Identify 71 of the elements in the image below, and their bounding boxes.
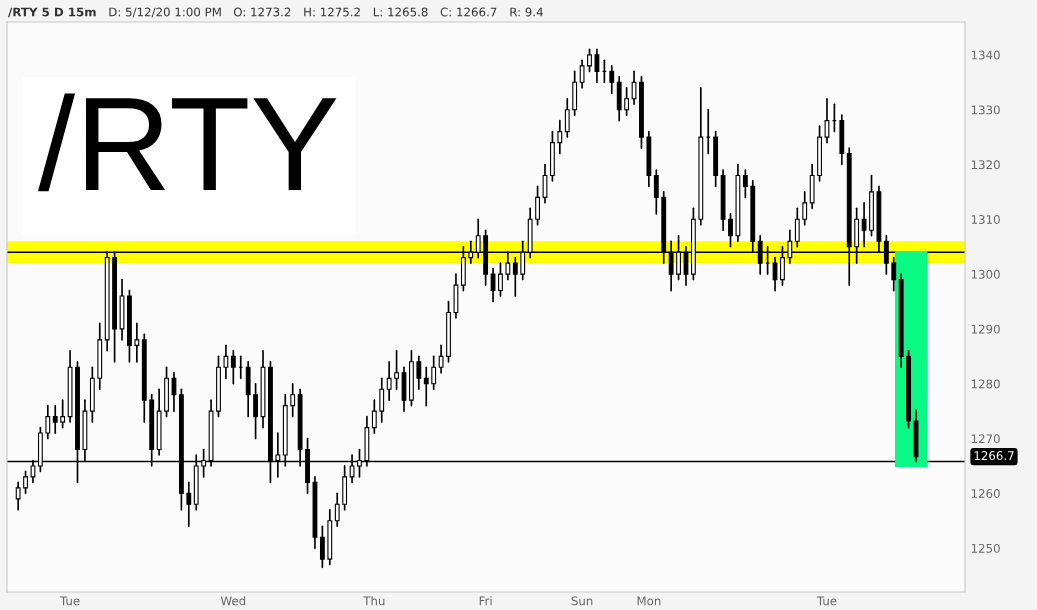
text: H: 1275.2: [304, 7, 360, 17]
candlestick: [512, 256, 518, 297]
y-tick-label: 1310: [971, 215, 1000, 224]
candlestick: [861, 202, 867, 248]
y-tick-label: 1260: [971, 489, 1000, 498]
y-tick-label: 1300: [971, 269, 1000, 279]
x-tick-label: Tue: [816, 596, 837, 606]
x-tick-label: Sun: [571, 596, 593, 606]
candlestick: [223, 344, 229, 380]
candlestick: [728, 212, 733, 248]
candlestick: [542, 163, 548, 204]
y-tick-label: 1280: [971, 379, 1000, 389]
candlestick: [134, 322, 140, 363]
x-tick-label: Mon: [637, 596, 661, 606]
candlestick: [609, 65, 615, 95]
candlestick: [431, 355, 437, 391]
candlestick: [438, 344, 444, 374]
candlestick: [379, 377, 385, 423]
candlestick: [334, 492, 340, 528]
candlestick: [802, 191, 808, 226]
candlestick: [594, 48, 600, 84]
x-tick-label: Tue: [59, 596, 80, 606]
candlestick: [579, 59, 585, 89]
chart-title: /RTY: [38, 93, 337, 192]
candlestick: [772, 256, 778, 292]
y-tick-label: 1320: [971, 160, 1000, 170]
text: C: 1266.7: [440, 7, 497, 17]
candlestick: [171, 371, 177, 412]
candlestick: [416, 355, 422, 391]
candlestick: [564, 97, 570, 138]
text: D: 5/12/20 1:00 PM: [109, 7, 221, 18]
y-tick-label: 1250: [971, 543, 1000, 553]
candlestick: [386, 360, 392, 402]
candlestick: [253, 382, 259, 440]
candlestick: [290, 382, 296, 418]
candlestick: [824, 97, 830, 144]
candlestick: [60, 399, 66, 429]
candlestick: [557, 119, 563, 155]
candlestick: [490, 267, 496, 303]
candlestick: [631, 70, 637, 106]
candlestick: [587, 48, 592, 73]
candlestick: [394, 350, 399, 391]
text: O: 1273.2: [233, 7, 291, 17]
x-tick-label: Wed: [220, 596, 246, 606]
candlestick: [52, 404, 58, 434]
candlestick: [742, 169, 748, 199]
y-tick-label: 1340: [971, 50, 1000, 60]
candlestick: [423, 366, 429, 407]
candlestick: [230, 350, 236, 385]
candlestick: [535, 185, 540, 226]
text: L: 1265.8: [373, 7, 428, 17]
candlestick: [45, 404, 51, 440]
candlestick: [186, 481, 192, 528]
candlestick: [23, 470, 28, 495]
candlestick: [498, 262, 503, 297]
candlestick: [15, 481, 21, 511]
y-tick-label: 1290: [971, 324, 1000, 334]
candlestick: [653, 169, 659, 215]
text: /RTY 5 D 15m: [8, 7, 96, 18]
candlestick: [794, 207, 800, 248]
text: 1266.7: [974, 451, 1014, 461]
x-tick-label: Thu: [363, 596, 385, 606]
x-tick-label: Fri: [479, 596, 492, 606]
candlestick: [371, 399, 377, 434]
candlestick: [705, 108, 711, 155]
text: R: 9.4: [510, 7, 543, 17]
candlestick: [891, 256, 897, 292]
y-tick-label: 1270: [971, 434, 1000, 444]
candlestick: [319, 525, 325, 569]
y-tick-label: 1330: [971, 105, 1000, 115]
candlestick: [624, 86, 630, 117]
